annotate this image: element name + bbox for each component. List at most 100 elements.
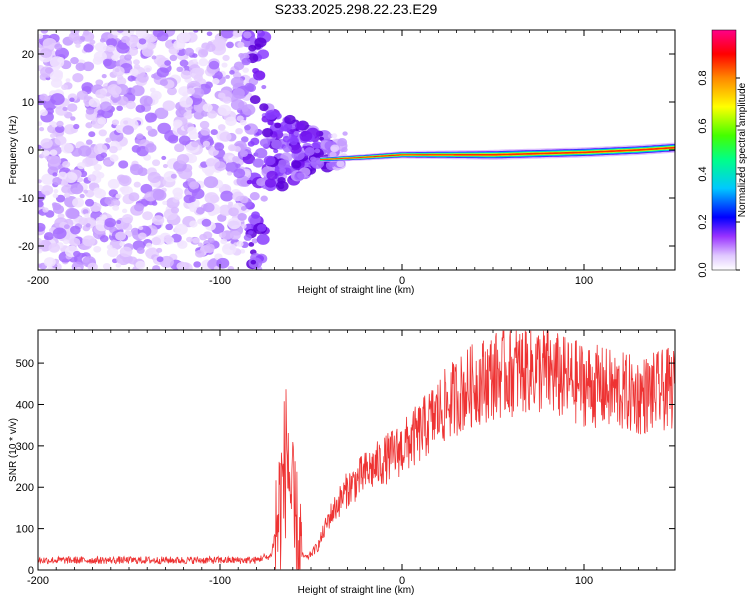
spectrogram-cell: [111, 119, 120, 126]
spectrogram-cell: [115, 263, 122, 268]
spectrogram-cell: [135, 30, 149, 38]
spectrogram-cell: [299, 130, 313, 142]
spectrogram-cell: [191, 188, 205, 200]
spectrogram-cell: [294, 172, 305, 181]
spectrogram-cell: [255, 148, 268, 159]
spectrogram-cell: [205, 158, 216, 167]
spectrogram-cell: [41, 173, 55, 185]
spectrogram-cell: [232, 155, 240, 163]
spectrogram-cell: [279, 167, 287, 174]
spectrogram-cell: [54, 135, 67, 146]
spectrogram-cell: [94, 188, 107, 199]
spectrogram-cell: [178, 86, 191, 96]
spectrogram-cell: [151, 73, 157, 79]
spectrogram-cell: [69, 97, 75, 103]
spectrogram-cell: [49, 149, 58, 156]
spectrogram-cell: [337, 137, 348, 147]
spectrogram-cell: [129, 164, 144, 176]
spectrogram-cell: [204, 192, 219, 204]
spectrogram-cell: [236, 175, 250, 187]
spectrogram-cell: [217, 214, 227, 222]
spectrogram-cell: [69, 237, 81, 247]
spectrogram-cell: [50, 93, 65, 106]
spectrogram-cell: [121, 35, 130, 44]
snr-series-line: [38, 330, 675, 570]
spectrogram-cell: [152, 30, 164, 38]
spectrogram-cell: [244, 124, 251, 131]
spectrogram-cell: [176, 154, 190, 165]
spectrogram-cell: [235, 127, 243, 135]
snr-y-label: SNR (10 * v/v): [8, 418, 19, 482]
spectrogram-cell: [124, 54, 132, 61]
spectrogram-y-tick-label: 0: [28, 145, 34, 157]
snr-x-tick-label: -200: [27, 575, 49, 587]
spectrogram-cell: [243, 31, 252, 39]
spectrogram-cell: [202, 103, 213, 112]
spectrogram-cell: [101, 74, 107, 79]
spectrogram-cell: [282, 135, 291, 143]
spectrogram-cell: [161, 155, 167, 160]
spectrogram-cell: [152, 265, 161, 270]
spectrogram-cell: [197, 242, 203, 247]
spectrogram-cell: [222, 96, 232, 104]
spectrogram-cell: [38, 179, 42, 184]
spectrogram-cell: [162, 163, 168, 169]
spectrogram-cell: [77, 162, 86, 170]
spectrogram-cell: [336, 160, 345, 168]
spectrogram-cell: [75, 43, 81, 48]
snr-x-ticks: -200 -100 0 100: [27, 330, 676, 587]
spectrogram-x-tick-label: -200: [27, 275, 49, 287]
spectrogram-cell: [106, 244, 113, 250]
spectrogram-cell: [277, 159, 290, 170]
spectrogram-cell: [82, 209, 89, 215]
spectrogram-cell: [102, 263, 111, 270]
spectrogram-cell: [293, 138, 299, 143]
spectrogram-cell: [247, 230, 254, 235]
spectrogram-cell: [289, 143, 302, 154]
spectrogram-cell: [150, 90, 162, 101]
spectrogram-cell: [184, 47, 195, 56]
spectrogram-cell: [136, 247, 145, 254]
spectrogram-cell: [102, 58, 112, 67]
spectrogram-cell: [82, 30, 90, 36]
spectrogram-cell: [107, 33, 114, 39]
figure-title: S233.2025.298.22.23.E29: [275, 1, 438, 17]
spectrogram-cell: [51, 121, 59, 128]
spectrogram-cell: [264, 178, 277, 188]
spectrogram-cell: [70, 116, 76, 121]
spectrogram-cell: [145, 242, 153, 249]
spectrogram-cell: [330, 146, 338, 152]
spectrogram-cell: [61, 142, 74, 154]
spectrogram-cell: [263, 155, 276, 166]
spectrogram-cell: [187, 126, 197, 135]
spectrogram-cell: [246, 179, 253, 185]
spectrogram-cell: [61, 179, 69, 186]
spectrogram-cell: [109, 145, 118, 154]
spectrogram-cell: [189, 205, 197, 213]
spectrogram-cell: [78, 217, 88, 226]
spectrogram-cell: [220, 238, 228, 245]
spectrogram-cell: [261, 84, 267, 90]
spectrogram-cell: [40, 48, 52, 59]
spectrogram-cell: [95, 89, 107, 99]
spectrogram-y-tick-label: 20: [22, 49, 34, 61]
spectrogram-cell: [112, 98, 118, 104]
spectrogram-cell: [222, 54, 230, 61]
spectrogram-cell: [178, 135, 191, 146]
spectrogram-cell: [195, 207, 205, 215]
spectrogram-cell: [82, 235, 96, 247]
spectrogram-cell: [52, 172, 58, 177]
spectrogram-cell: [111, 54, 119, 61]
spectrogram-cell: [112, 205, 120, 211]
snr-panel: -200 -100 0 100 0 100 200 300 400 500 Height of …: [8, 329, 676, 596]
spectrogram-cell: [43, 257, 56, 268]
spectrogram-cell: [109, 154, 119, 162]
snr-y-ticks: 0 100 200 300 400 500: [16, 358, 675, 577]
spectrogram-cell: [55, 47, 70, 60]
spectrogram-cell: [159, 79, 168, 86]
spectrogram-cell: [147, 171, 161, 183]
spectrogram-cell: [173, 39, 186, 50]
spectrogram-cell: [38, 121, 43, 127]
spectrogram-cell: [111, 199, 121, 207]
